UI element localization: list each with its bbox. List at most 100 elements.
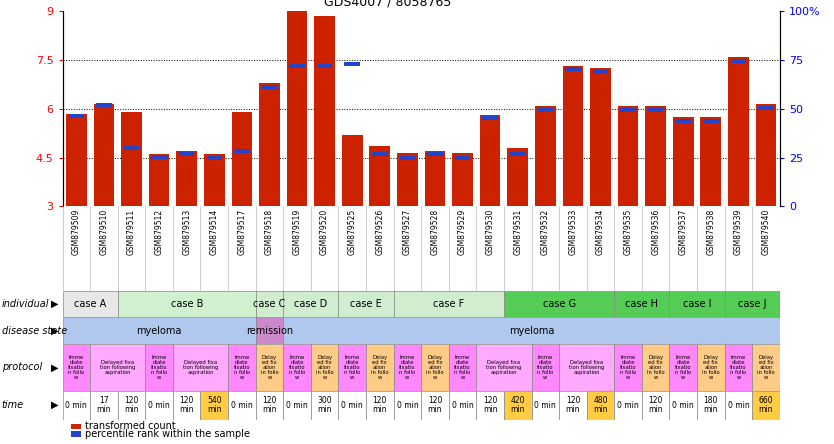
Text: GSM879535: GSM879535 (624, 209, 632, 255)
Text: GSM879517: GSM879517 (238, 209, 246, 255)
Bar (620, 108, 636, 112)
Bar (366, 391, 394, 420)
Bar (68, 114, 84, 118)
Bar (339, 291, 394, 317)
Bar (284, 317, 780, 344)
Text: 120
min: 120 min (483, 396, 497, 414)
Bar (752, 391, 780, 420)
Text: 120
min: 120 min (124, 396, 138, 414)
Text: Delay
ed fix
ation
in follo
w: Delay ed fix ation in follo w (316, 354, 334, 381)
Bar (563, 67, 583, 206)
Bar (676, 119, 691, 123)
Bar (701, 117, 721, 206)
Bar (394, 344, 421, 391)
Bar (342, 135, 363, 206)
Bar (725, 391, 752, 420)
Bar (697, 344, 725, 391)
Bar (590, 68, 610, 206)
Text: GSM879512: GSM879512 (154, 209, 163, 255)
Bar (284, 391, 311, 420)
Text: 480
min: 480 min (593, 396, 608, 414)
Text: Delay
ed fix
ation
in follo
w: Delay ed fix ation in follo w (426, 354, 444, 381)
Bar (752, 344, 780, 391)
Bar (259, 83, 279, 206)
Bar (256, 344, 284, 391)
Bar (121, 112, 142, 206)
Bar (63, 291, 118, 317)
Text: GSM879525: GSM879525 (348, 209, 357, 255)
Text: time: time (2, 400, 24, 410)
Text: Delayed fixa
tion following
aspiration: Delayed fixa tion following aspiration (100, 360, 135, 375)
Bar (452, 153, 473, 206)
Text: 0 min: 0 min (535, 400, 556, 410)
Text: GSM879530: GSM879530 (485, 209, 495, 255)
Text: 0 min: 0 min (65, 400, 88, 410)
Text: Delay
ed fix
ation
in follo
w: Delay ed fix ation in follo w (702, 354, 720, 381)
Bar (145, 391, 173, 420)
Bar (66, 114, 87, 206)
Bar (504, 291, 615, 317)
Bar (90, 391, 118, 420)
Text: 0 min: 0 min (231, 400, 253, 410)
Bar (366, 344, 394, 391)
Bar (670, 291, 725, 317)
Bar (284, 291, 339, 317)
Bar (399, 156, 415, 160)
Text: case C: case C (254, 299, 285, 309)
Text: 0 min: 0 min (396, 400, 419, 410)
Bar (317, 64, 333, 68)
Text: Imme
diate
fixatio
n follo
w: Imme diate fixatio n follo w (289, 354, 305, 381)
Bar (615, 291, 670, 317)
Bar (200, 391, 228, 420)
Text: case G: case G (543, 299, 575, 309)
Bar (642, 391, 670, 420)
Text: 120
min: 120 min (648, 396, 663, 414)
Text: 0 min: 0 min (727, 400, 749, 410)
Text: Imme
diate
fixatio
n follo
w: Imme diate fixatio n follo w (234, 354, 250, 381)
Bar (173, 344, 228, 391)
Bar (228, 391, 256, 420)
Bar (63, 317, 256, 344)
Bar (228, 344, 256, 391)
Bar (145, 344, 173, 391)
Bar (725, 291, 780, 317)
Text: GSM879531: GSM879531 (513, 209, 522, 255)
Bar (455, 156, 470, 160)
Bar (176, 151, 197, 206)
Text: case D: case D (294, 299, 328, 309)
Text: 120
min: 120 min (262, 396, 277, 414)
Bar (728, 57, 749, 206)
Text: Delay
ed fix
ation
in follo
w: Delay ed fix ation in follo w (757, 354, 775, 381)
Bar (586, 391, 615, 420)
Text: GSM879533: GSM879533 (569, 209, 577, 255)
Text: 0 min: 0 min (148, 400, 170, 410)
Bar (207, 156, 222, 160)
Text: GSM879532: GSM879532 (540, 209, 550, 255)
Text: Imme
diate
fixatio
n follo
w: Imme diate fixatio n follo w (68, 354, 84, 381)
Text: case B: case B (170, 299, 203, 309)
Bar (618, 106, 638, 206)
Text: 120
min: 120 min (373, 396, 387, 414)
Bar (284, 344, 311, 391)
Text: Delay
ed fix
ation
in follo
w: Delay ed fix ation in follo w (371, 354, 389, 381)
Bar (289, 64, 304, 68)
Text: ▶: ▶ (51, 400, 58, 410)
Bar (148, 155, 169, 206)
Bar (725, 344, 752, 391)
Bar (758, 106, 774, 111)
Text: ▶: ▶ (51, 299, 58, 309)
Bar (179, 152, 194, 156)
Bar (731, 59, 746, 63)
Text: Delayed fixa
tion following
aspiration: Delayed fixa tion following aspiration (486, 360, 521, 375)
Bar (421, 391, 449, 420)
Text: GSM879509: GSM879509 (72, 209, 81, 255)
Bar (565, 67, 580, 71)
Text: Delay
ed fix
ation
in follo
w: Delay ed fix ation in follo w (261, 354, 279, 381)
Text: 120
min: 120 min (565, 396, 580, 414)
Text: GSM879537: GSM879537 (679, 209, 688, 255)
Bar (369, 146, 390, 206)
Bar (397, 153, 418, 206)
Bar (96, 103, 112, 107)
Text: case I: case I (683, 299, 711, 309)
Bar (615, 391, 642, 420)
